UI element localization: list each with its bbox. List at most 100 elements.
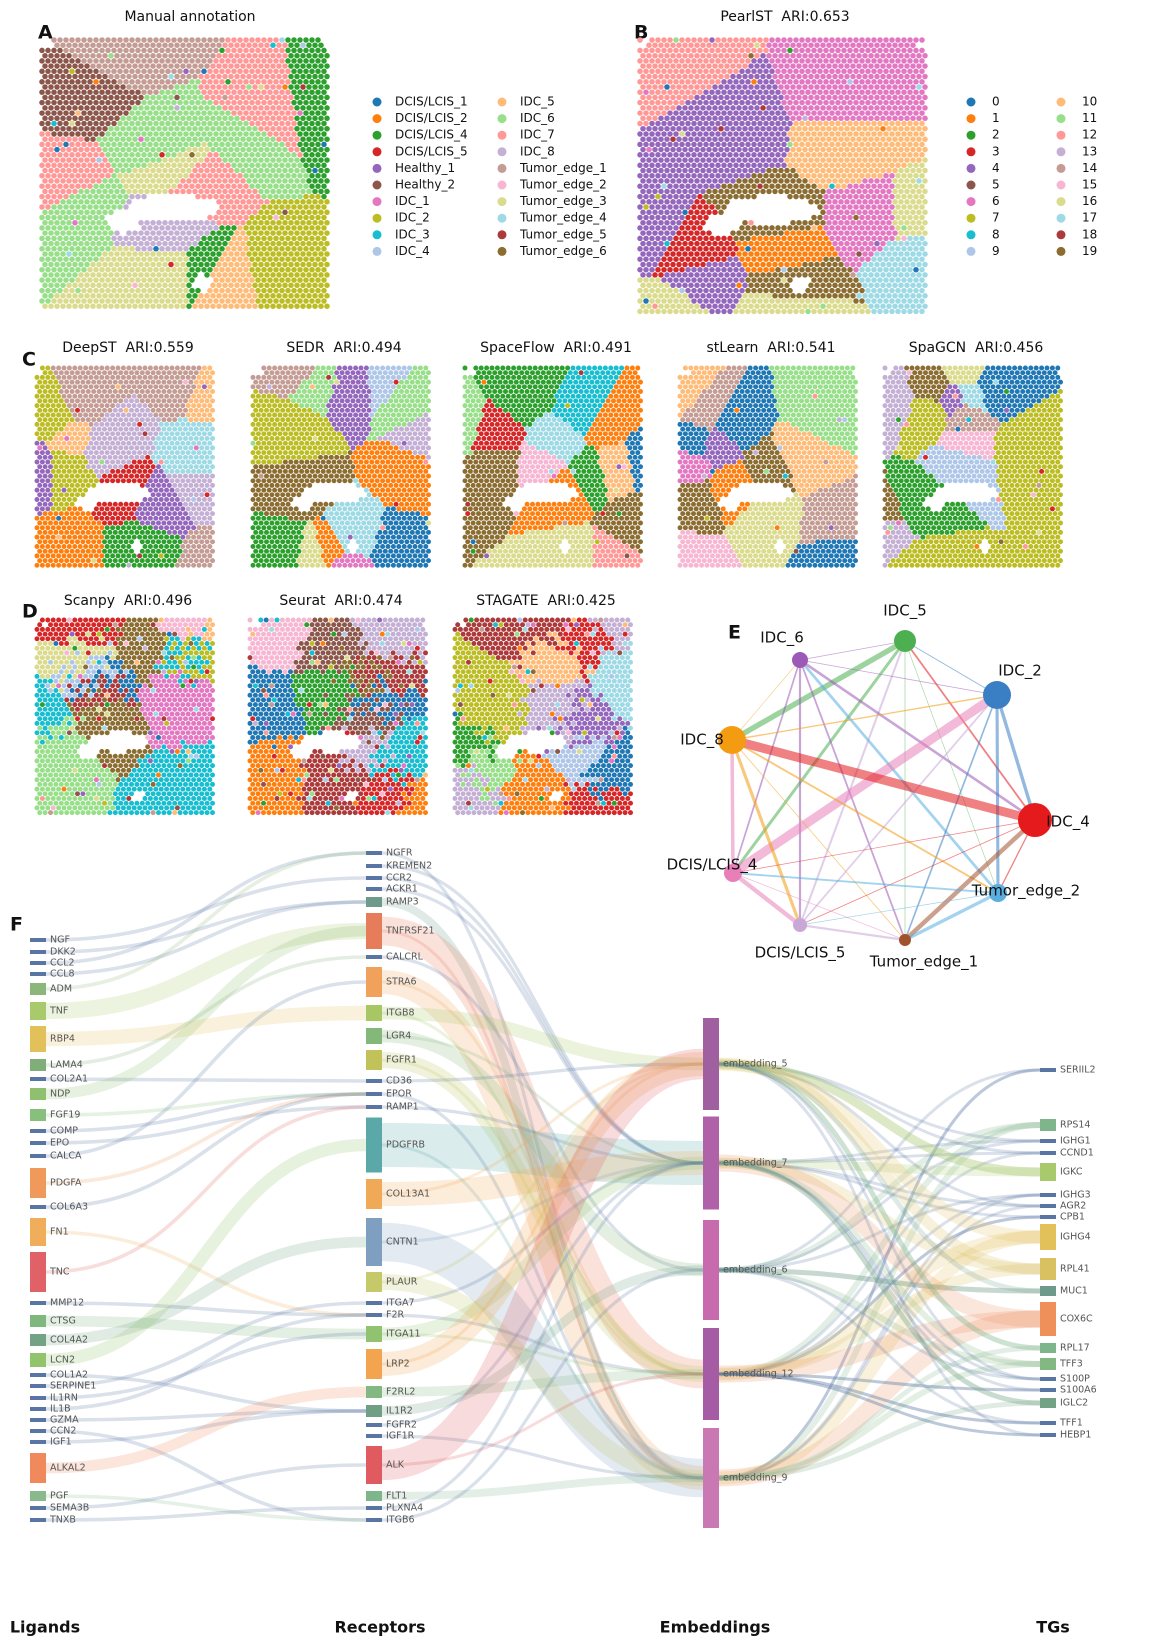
spot (261, 225, 267, 231)
spot (288, 63, 294, 69)
spot (841, 309, 847, 315)
spot (153, 277, 159, 283)
spot (775, 267, 781, 273)
spot (150, 95, 156, 101)
spot (847, 79, 853, 85)
spot (709, 37, 715, 43)
spot (805, 236, 811, 242)
spot (129, 69, 135, 75)
spot (110, 366, 115, 371)
spot (312, 251, 318, 257)
spot (844, 168, 850, 174)
spot (258, 178, 264, 184)
spot (730, 303, 736, 309)
spot (736, 53, 742, 59)
spot (39, 236, 45, 242)
spot (42, 53, 48, 59)
spot (688, 136, 694, 142)
spot (688, 105, 694, 111)
spot (811, 89, 817, 95)
spot (54, 136, 60, 142)
spot (243, 256, 249, 262)
spot (159, 89, 165, 95)
spot (778, 116, 784, 122)
spot (69, 142, 75, 148)
spot (69, 37, 75, 43)
spot (712, 189, 718, 195)
spot (174, 272, 180, 278)
spot (673, 152, 679, 158)
spot (180, 283, 186, 289)
spot (213, 215, 219, 221)
spot (243, 194, 249, 200)
spot (312, 74, 318, 80)
spot (84, 84, 90, 90)
spot (685, 225, 691, 231)
spot (748, 105, 754, 111)
spot (276, 262, 282, 268)
spot (102, 116, 108, 122)
spot (324, 168, 330, 174)
spot (715, 131, 721, 137)
spot (904, 53, 910, 59)
spot (306, 42, 312, 48)
spot (120, 199, 126, 205)
spot (315, 100, 321, 106)
spot (219, 173, 225, 179)
spot (697, 100, 703, 106)
spot (676, 84, 682, 90)
spot (102, 272, 108, 278)
spot (664, 74, 670, 80)
spot (195, 288, 201, 294)
spot (111, 121, 117, 127)
spot (216, 84, 222, 90)
spot (246, 189, 252, 195)
spot (192, 230, 198, 236)
spot (273, 183, 279, 189)
spot (315, 236, 321, 242)
spot (895, 152, 901, 158)
spot (249, 277, 255, 283)
spot (895, 267, 901, 273)
spot (318, 272, 324, 278)
spot (664, 136, 670, 142)
spot (66, 116, 72, 122)
spot (643, 236, 649, 242)
spot (892, 178, 898, 184)
spot (45, 58, 51, 64)
spot (757, 69, 763, 75)
spot (757, 225, 763, 231)
spot (721, 298, 727, 304)
spot (808, 116, 814, 122)
spot (835, 152, 841, 158)
spot (913, 121, 919, 127)
spot (123, 173, 129, 179)
spot (252, 136, 258, 142)
spot (78, 251, 84, 257)
spot (670, 230, 676, 236)
spot (841, 246, 847, 252)
spot (243, 277, 249, 283)
spot (892, 283, 898, 289)
spot (745, 277, 751, 283)
spot (180, 63, 186, 69)
spot (300, 105, 306, 111)
spot (201, 183, 207, 189)
spot (835, 215, 841, 221)
spot (820, 126, 826, 132)
spot (910, 293, 916, 299)
spot (877, 79, 883, 85)
spot (270, 210, 276, 216)
spot (258, 53, 264, 59)
spot (826, 74, 832, 80)
spot (171, 110, 177, 116)
spot (739, 100, 745, 106)
spot (219, 142, 225, 148)
spot (787, 236, 793, 242)
spot (300, 136, 306, 142)
legend-label: IDC_6 (520, 111, 555, 125)
spot (829, 58, 835, 64)
spot (201, 121, 207, 127)
spot (691, 298, 697, 304)
spot (832, 262, 838, 268)
